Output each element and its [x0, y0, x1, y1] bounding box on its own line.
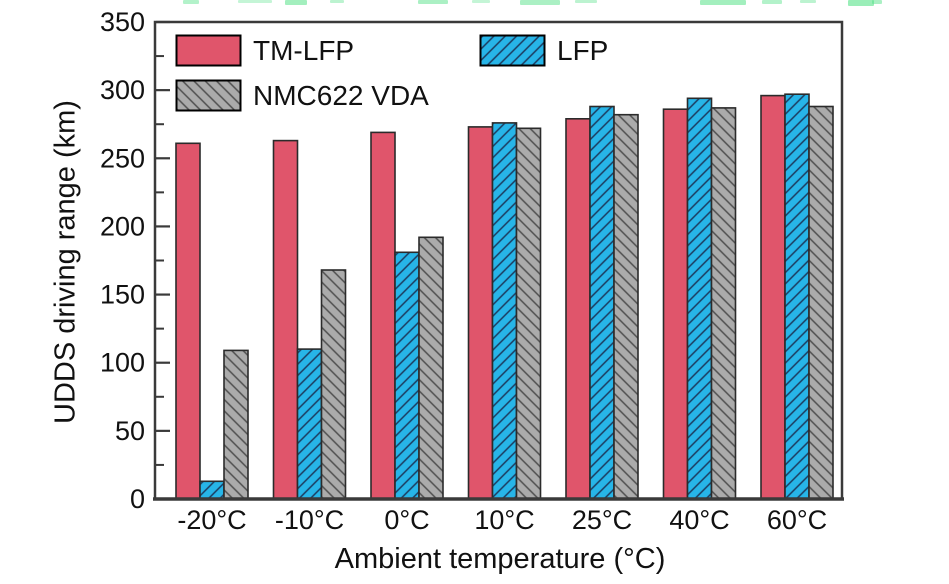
bar-nmc622-vda--10C — [320, 269, 347, 500]
bar-nmc622-vda--20C — [223, 349, 249, 500]
bar-lfp-60C — [784, 93, 810, 500]
bar-tm-lfp--10C — [272, 139, 299, 500]
y-tick-label: 300 — [100, 75, 145, 105]
bar-lfp--10C — [296, 348, 323, 500]
y-tick-label: 350 — [100, 7, 145, 37]
axes-layer — [153, 20, 844, 501]
legend-label-nmc622-vda: NMC622 VDA — [253, 79, 429, 111]
x-axis-title: Ambient temperature (°C) — [334, 543, 666, 575]
bars-layer — [175, 93, 834, 500]
legend-swatch-lfp — [479, 34, 546, 67]
x-tick-label: 0°C — [384, 505, 429, 535]
legend-label-tm-lfp: TM-LFP — [253, 34, 355, 66]
legend-item-nmc622-vda: NMC622 VDA — [175, 79, 429, 112]
y-axis-title: UDDS driving range (km) — [49, 100, 82, 424]
bar-tm-lfp-60C — [760, 94, 786, 500]
x-tick-label: 60°C — [767, 505, 827, 535]
y-tick-label: 100 — [100, 348, 145, 378]
bar-tm-lfp--20C — [175, 142, 201, 500]
bar-lfp-40C — [686, 97, 713, 500]
y-tick-label: 0 — [130, 484, 145, 514]
y-tick-label: 250 — [100, 143, 145, 173]
legend-swatch-nmc622-vda — [175, 79, 242, 112]
bar-nmc622-vda-10C — [515, 127, 542, 500]
y-tick-label: 200 — [100, 211, 145, 241]
bar-lfp-10C — [491, 122, 518, 500]
bar-tm-lfp-40C — [662, 108, 689, 500]
bar-nmc622-vda-40C — [710, 107, 737, 500]
bar-nmc622-vda-60C — [808, 105, 834, 500]
bar-lfp--20C — [199, 480, 225, 500]
x-tick-label: -20°C — [177, 505, 246, 535]
bar-lfp-0C — [394, 251, 420, 500]
x-tick-label: 40°C — [669, 505, 729, 535]
bar-tm-lfp-25C — [565, 118, 591, 500]
legend-item-lfp: LFP — [479, 34, 608, 67]
legend-swatch-tm-lfp — [175, 34, 242, 67]
bar-tm-lfp-0C — [370, 131, 396, 500]
bar-nmc622-vda-25C — [613, 113, 639, 500]
bar-tm-lfp-10C — [467, 126, 494, 500]
bar-lfp-25C — [589, 105, 615, 500]
x-tick-label: 25°C — [572, 505, 632, 535]
y-tick-label: 150 — [100, 280, 145, 310]
tick-labels-layer: 0 50 100 150 200 250 300 350 -20°C -10°C 0°C 10°C 25… — [100, 7, 827, 535]
x-tick-label: 10°C — [474, 505, 534, 535]
y-tick-label: 50 — [115, 416, 145, 446]
bar-nmc622-vda-0C — [418, 236, 444, 500]
legend-item-tm-lfp: TM-LFP — [175, 34, 354, 67]
x-tick-label: -10°C — [275, 505, 344, 535]
legend-label-lfp: LFP — [557, 34, 609, 66]
